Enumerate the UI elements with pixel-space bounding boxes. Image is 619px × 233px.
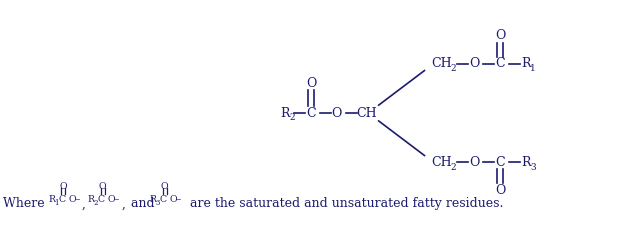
Text: O: O	[495, 29, 505, 42]
Text: 2: 2	[451, 64, 456, 73]
Text: C: C	[160, 195, 167, 205]
Text: R: R	[521, 57, 530, 70]
Text: O: O	[495, 184, 505, 197]
Text: R: R	[521, 156, 530, 169]
Text: O–: O–	[108, 195, 120, 205]
Text: O: O	[469, 156, 480, 169]
Text: and: and	[127, 197, 158, 210]
Text: 2: 2	[94, 199, 98, 207]
Text: R: R	[150, 195, 157, 205]
Text: O–: O–	[170, 195, 182, 205]
Text: R: R	[48, 195, 55, 205]
Text: O: O	[59, 182, 67, 191]
Text: O: O	[469, 57, 480, 70]
Text: are the saturated and unsaturated fatty residues.: are the saturated and unsaturated fatty …	[186, 197, 503, 210]
Text: CH: CH	[431, 57, 452, 70]
Text: O: O	[306, 77, 316, 90]
Text: O: O	[332, 106, 342, 120]
Text: 3: 3	[156, 199, 160, 207]
Text: O–: O–	[68, 195, 80, 205]
Text: R: R	[88, 195, 95, 205]
Text: 3: 3	[530, 163, 536, 172]
Text: ,: ,	[122, 197, 126, 210]
Text: 1: 1	[54, 199, 59, 207]
Text: C: C	[495, 156, 505, 169]
Text: O: O	[99, 182, 106, 191]
Text: CH: CH	[357, 106, 377, 120]
Text: C: C	[98, 195, 105, 205]
Text: ,: ,	[82, 197, 86, 210]
Text: R: R	[280, 106, 290, 120]
Text: 1: 1	[530, 64, 536, 73]
Text: CH: CH	[431, 156, 452, 169]
Text: O: O	[161, 182, 168, 191]
Text: C: C	[495, 57, 505, 70]
Text: 2: 2	[289, 113, 295, 123]
Text: 2: 2	[451, 163, 456, 172]
Text: C: C	[58, 195, 65, 205]
Text: Where: Where	[3, 197, 49, 210]
Text: C: C	[306, 106, 316, 120]
